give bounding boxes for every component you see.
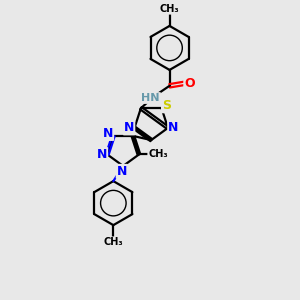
Text: CH₃: CH₃: [148, 149, 168, 160]
Text: HN: HN: [142, 93, 160, 103]
Text: N: N: [168, 122, 178, 134]
Text: N: N: [124, 122, 134, 134]
Text: CH₃: CH₃: [160, 4, 179, 14]
Text: N: N: [97, 148, 107, 161]
Text: N: N: [103, 127, 113, 140]
Text: CH₃: CH₃: [103, 237, 123, 247]
Text: S: S: [162, 99, 171, 112]
Text: N: N: [117, 165, 127, 178]
Text: O: O: [184, 77, 195, 90]
